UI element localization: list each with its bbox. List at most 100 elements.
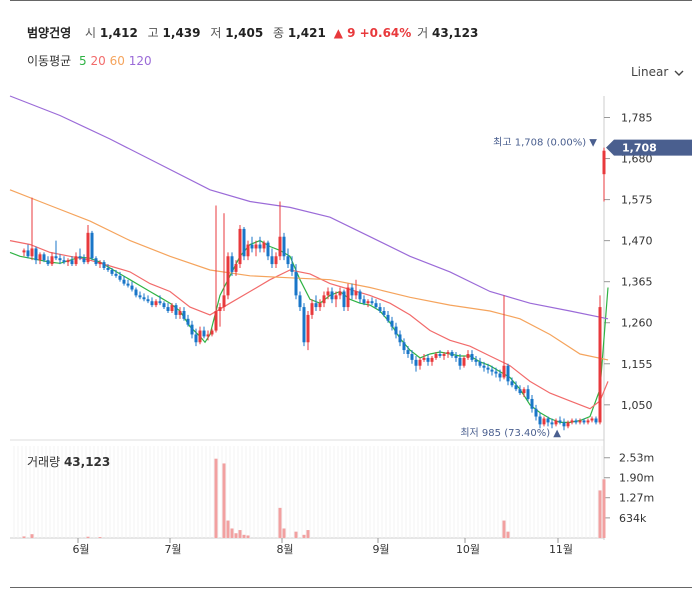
candle-body	[510, 381, 514, 386]
bottom-border	[10, 587, 692, 588]
ma-120-line	[9, 95, 609, 320]
open-value: 1,412	[99, 26, 138, 40]
candle-body	[478, 361, 482, 366]
candle-body	[522, 389, 526, 394]
candle-body	[562, 422, 566, 427]
candle-body	[326, 291, 330, 296]
candle-body	[434, 354, 438, 358]
candle-body	[242, 228, 246, 257]
scale-selector-label: Linear	[631, 65, 669, 79]
volume-tick-label: 634k	[619, 512, 647, 525]
low-label: 저	[210, 26, 222, 40]
candle-body	[178, 311, 182, 315]
candle-body	[114, 273, 118, 276]
candle-body	[342, 291, 346, 308]
candle-body	[258, 244, 262, 249]
volume-bar	[246, 535, 250, 538]
candle-body	[210, 330, 214, 335]
candle-body	[534, 408, 538, 417]
change-value: ▲ 9 +0.64%	[333, 26, 412, 40]
candle-body	[282, 236, 286, 257]
candle-body	[38, 254, 42, 261]
candle-body	[230, 256, 234, 272]
candle-body	[346, 287, 350, 308]
candle-body	[290, 264, 294, 272]
candle-body	[438, 354, 442, 356]
candle-body	[42, 254, 46, 261]
ma-legend-title: 이동평균	[27, 54, 72, 68]
candle-body	[54, 256, 58, 259]
top-border	[10, 0, 692, 1]
ma-legend: 이동평균 5 20 60 120	[27, 52, 152, 69]
candle-body	[154, 301, 158, 306]
volume-label: 거	[417, 26, 429, 40]
candle-body	[602, 150, 606, 175]
price-tick-label: 1,155	[621, 358, 653, 371]
candle-body	[190, 324, 194, 335]
candle-body	[46, 260, 50, 265]
candle-body	[490, 369, 494, 372]
candle-body	[22, 250, 26, 253]
candle-body	[90, 232, 94, 259]
month-tick-label: 7월	[164, 543, 181, 556]
volume-bar	[226, 520, 230, 538]
low-value: 1,405	[225, 26, 264, 40]
candle-body	[238, 228, 242, 265]
chevron-down-icon	[672, 65, 684, 79]
candle-body	[390, 320, 394, 327]
candle-body	[58, 258, 62, 261]
candle-body	[174, 305, 178, 315]
candle-body	[590, 418, 594, 421]
candle-body	[50, 256, 54, 265]
candle-body	[450, 352, 454, 356]
ma-legend-20: 20	[90, 54, 106, 68]
candle-body	[518, 389, 522, 394]
candle-body	[530, 398, 534, 409]
candle-body	[550, 422, 554, 425]
candle-body	[570, 420, 574, 423]
candle-body	[146, 299, 150, 302]
candle-body	[246, 244, 250, 257]
candle-body	[214, 311, 218, 331]
candle-body	[398, 334, 402, 343]
open-label: 시	[85, 26, 97, 40]
volume-bar	[222, 463, 226, 538]
candle-body	[266, 242, 270, 257]
candle-body	[334, 295, 338, 300]
high-label: 고	[147, 26, 159, 40]
candle-body	[86, 232, 90, 263]
candle-body	[318, 303, 322, 308]
candle-body	[150, 301, 154, 306]
candle-body	[206, 334, 210, 337]
candle-body	[226, 256, 230, 296]
volume-value: 43,123	[432, 26, 479, 40]
candle-body	[370, 301, 374, 304]
candle-body	[218, 307, 222, 311]
volume-bar	[602, 479, 606, 538]
candle-body	[542, 418, 546, 425]
candle-body	[594, 418, 598, 423]
volume-bar	[98, 537, 102, 538]
candle-body	[158, 301, 162, 304]
candle-body	[362, 299, 366, 304]
candle-body	[574, 420, 578, 423]
candle-body	[302, 307, 306, 343]
candle-body	[298, 295, 302, 308]
candle-body	[486, 367, 490, 370]
candle-body	[202, 330, 206, 337]
month-tick-label: 8월	[276, 543, 293, 556]
scale-selector[interactable]: Linear	[631, 65, 684, 79]
high-value: 1,439	[162, 26, 201, 40]
volume-bar	[30, 534, 34, 538]
candle-body	[418, 359, 422, 366]
candle-body	[338, 291, 342, 296]
volume-tick-label: 1.27m	[619, 492, 654, 505]
volume-bar	[234, 533, 238, 538]
volume-bar	[242, 534, 246, 538]
candle-body	[358, 291, 362, 300]
candle-body	[294, 271, 298, 296]
price-tick-label: 1,260	[621, 317, 653, 330]
candle-body	[170, 305, 174, 311]
candle-body	[586, 420, 590, 423]
